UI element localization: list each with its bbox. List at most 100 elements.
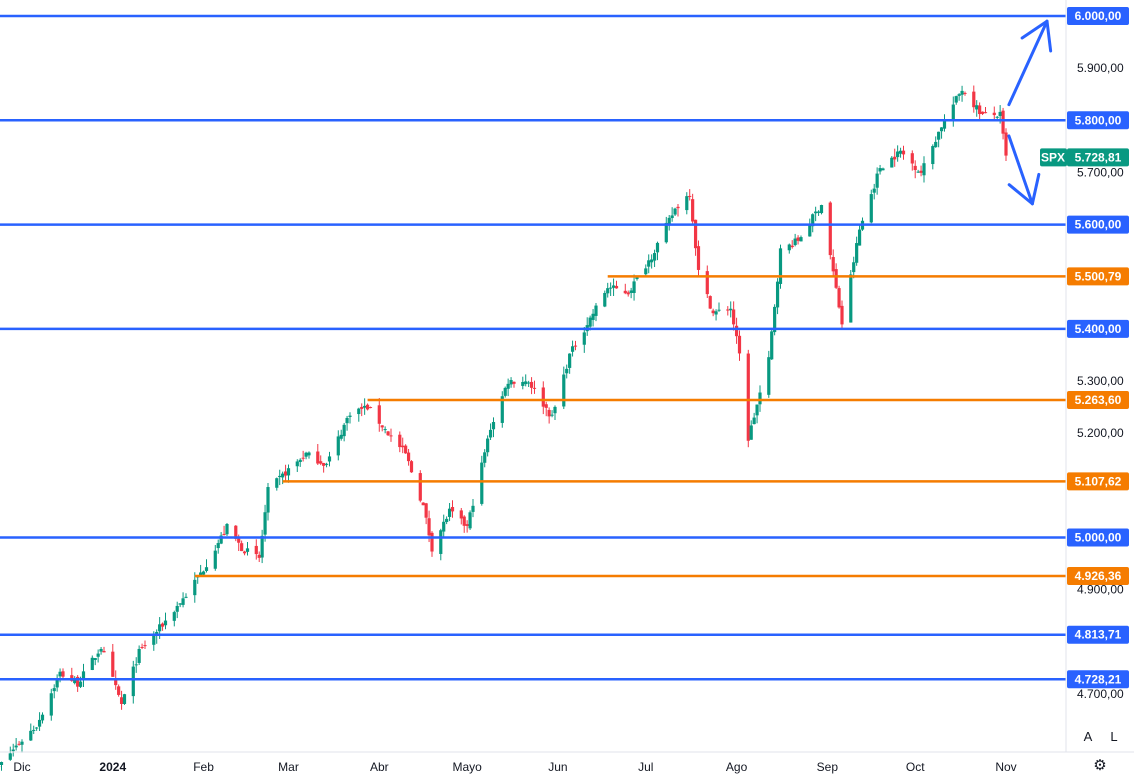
candle-body <box>532 387 537 389</box>
level-price-label: 5.400,00 <box>1075 322 1122 336</box>
candle-body <box>980 111 985 114</box>
candle-body <box>486 438 490 453</box>
candle-body <box>158 624 162 632</box>
level-price-label: 5.107,62 <box>1075 474 1122 488</box>
candle-body <box>840 305 844 325</box>
candle-body <box>693 219 698 249</box>
candle-body <box>696 246 701 270</box>
candle-body <box>544 404 548 408</box>
last-price-box <box>1067 148 1129 167</box>
candle-body <box>447 508 452 517</box>
last-price-badge: SPX 5.728,81 <box>1040 148 1129 167</box>
candle-body <box>849 274 853 323</box>
candle-body <box>565 368 569 374</box>
candle-body <box>283 471 288 476</box>
level-price-badge <box>1067 267 1129 286</box>
settings-gear-icon[interactable]: ⚙ <box>1093 757 1107 774</box>
candle-body <box>729 308 733 311</box>
candle-body <box>462 516 466 526</box>
x-tick-label: Feb <box>193 760 214 774</box>
candle-body <box>181 598 185 605</box>
candle-body <box>975 105 979 110</box>
level-price-label: 5.500,79 <box>1075 269 1122 283</box>
candle-body <box>465 524 469 526</box>
candle-body <box>304 452 308 457</box>
candle-body <box>664 222 668 243</box>
log-scale-button[interactable]: L <box>1110 729 1118 744</box>
candle-body <box>509 380 513 385</box>
candle-body <box>635 276 639 280</box>
candle-body <box>875 173 879 188</box>
level-price-badge <box>1067 472 1129 491</box>
candle-body <box>327 456 332 462</box>
level-price-label: 4.728,21 <box>1075 672 1122 686</box>
candle-body <box>972 91 976 108</box>
x-axis[interactable]: Dic 2024 Feb Mar Abr Mayo Jun Jul Ago Sep Oct Nov <box>13 760 1016 774</box>
candle-body <box>992 112 996 116</box>
candle-body <box>278 475 282 478</box>
level-price-label: 5.600,00 <box>1075 218 1122 232</box>
level-price-label: 5.000,00 <box>1075 531 1122 545</box>
candle-body <box>160 623 165 627</box>
candle-body <box>550 414 554 416</box>
candle-body <box>837 288 841 308</box>
candle-body <box>553 406 557 414</box>
candle-body <box>281 473 285 478</box>
candle-body <box>93 658 97 660</box>
candle-body <box>131 666 135 697</box>
candle-body <box>834 269 838 288</box>
candle-body <box>714 311 718 315</box>
candle-body <box>348 415 352 417</box>
candle-body <box>960 90 964 95</box>
candle-body <box>199 572 203 576</box>
candle-body <box>872 188 876 193</box>
candle-body <box>140 646 144 648</box>
candle-body <box>855 243 859 263</box>
candle-body <box>644 268 648 275</box>
candle-body <box>459 510 463 519</box>
candle-body <box>377 405 381 424</box>
candle-body <box>878 168 882 172</box>
candle-body <box>491 421 496 430</box>
candle-body <box>796 237 800 241</box>
y-axis[interactable]: 6.000,00 5.800,00 5.600,00 5.500,79 5.400,00… <box>1067 7 1129 701</box>
candle-body <box>35 727 39 729</box>
candle-body <box>1001 110 1005 134</box>
candle-body <box>688 195 692 197</box>
candle-body <box>770 331 774 360</box>
candle-body <box>983 112 988 114</box>
y-tick-label: 5.900,00 <box>1077 61 1124 75</box>
candle-body <box>237 538 241 543</box>
candle-body <box>670 215 674 219</box>
candle-body <box>939 127 944 132</box>
candle-body <box>594 305 598 316</box>
auto-scale-button[interactable]: A <box>1083 729 1093 744</box>
candle-body <box>667 217 671 225</box>
candle-body <box>527 382 531 384</box>
candle-body <box>931 146 935 165</box>
candle-body <box>591 313 595 320</box>
candle-body <box>286 468 291 476</box>
candle-body <box>529 381 534 388</box>
candle-body <box>319 461 323 464</box>
candle-body <box>749 425 753 440</box>
candle-body <box>111 651 115 677</box>
candle-body <box>163 620 168 626</box>
candle-body <box>418 473 422 501</box>
candle-body <box>471 505 475 512</box>
candle-body <box>582 332 586 345</box>
candle-body <box>17 743 21 745</box>
candle-body <box>102 650 106 653</box>
candle-body <box>78 681 83 687</box>
candle-body <box>483 452 487 463</box>
candle-body <box>298 459 302 462</box>
candle-body <box>81 671 86 680</box>
candle-body <box>480 462 484 504</box>
projection-arrow-head <box>1030 172 1041 206</box>
candle-body <box>942 119 947 129</box>
level-price-badge <box>1067 670 1129 689</box>
candle-body <box>260 535 264 558</box>
candle-body <box>421 502 425 506</box>
candle-body <box>137 648 141 663</box>
